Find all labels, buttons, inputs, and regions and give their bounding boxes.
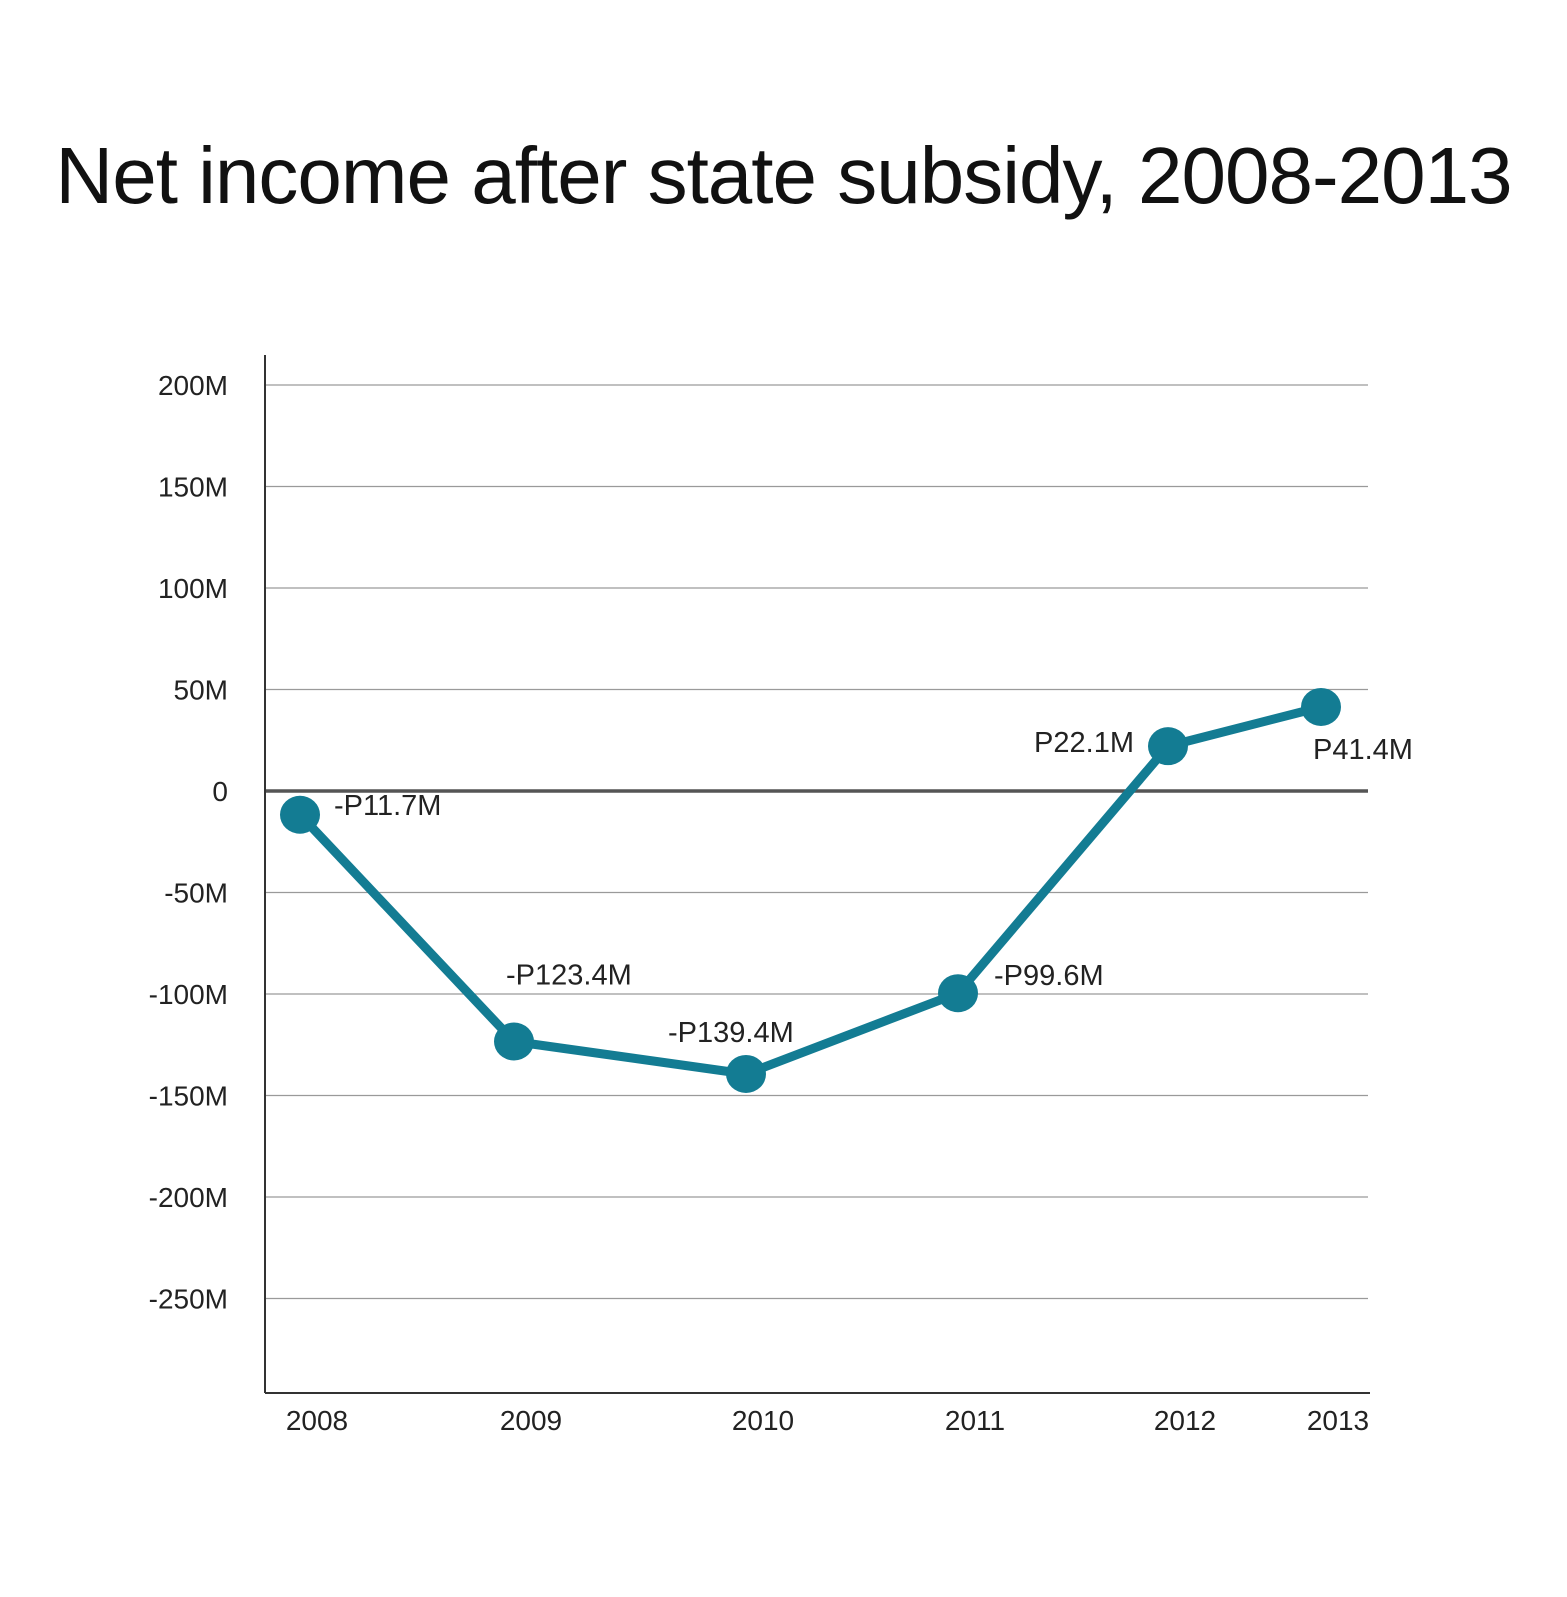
data-point	[1148, 727, 1188, 766]
series-group	[280, 687, 1341, 1093]
y-tick-label: 50M	[174, 675, 228, 706]
y-tick-label: -100M	[149, 979, 228, 1010]
gridlines	[265, 384, 1368, 1300]
x-tick-label: 2013	[1307, 1405, 1369, 1436]
x-axis-ticks: 2008 2009 2010 2011 2012 2013	[286, 1405, 1369, 1436]
x-tick-label: 2010	[732, 1405, 794, 1436]
axes	[264, 355, 1370, 1394]
y-axis-ticks: 200M 150M 100M 50M 0 -50M -100M -150M -200M -250M	[149, 370, 228, 1315]
data-point	[280, 795, 320, 834]
data-label: -P99.6M	[994, 960, 1104, 992]
y-tick-label: 0	[212, 776, 228, 807]
series-line	[296, 702, 1323, 1079]
x-tick-label: 2011	[945, 1405, 1005, 1436]
data-label: P22.1M	[1034, 727, 1134, 759]
x-tick-label: 2009	[500, 1405, 562, 1436]
data-point	[726, 1054, 766, 1093]
x-tick-label: 2012	[1154, 1405, 1216, 1436]
chart-title: Net income after state subsidy, 2008-201…	[55, 131, 1512, 220]
data-label: P41.4M	[1313, 734, 1413, 766]
data-label: -P123.4M	[506, 960, 632, 992]
y-tick-label: -250M	[149, 1284, 228, 1315]
y-tick-label: -150M	[149, 1081, 228, 1112]
x-tick-label: 2008	[286, 1405, 348, 1436]
data-point	[494, 1022, 534, 1061]
y-tick-label: 100M	[158, 573, 228, 604]
y-tick-label: 150M	[158, 472, 228, 503]
y-tick-label: -50M	[164, 878, 228, 909]
data-label: -P139.4M	[668, 1017, 794, 1049]
data-labels: -P11.7M -P123.4M -P139.4M -P99.6M P22.1M P41.…	[334, 727, 1413, 1049]
data-point	[938, 974, 978, 1013]
data-label: -P11.7M	[334, 790, 441, 822]
y-tick-label: -200M	[149, 1182, 228, 1213]
y-tick-label: 200M	[158, 370, 228, 401]
data-point	[1301, 687, 1341, 726]
